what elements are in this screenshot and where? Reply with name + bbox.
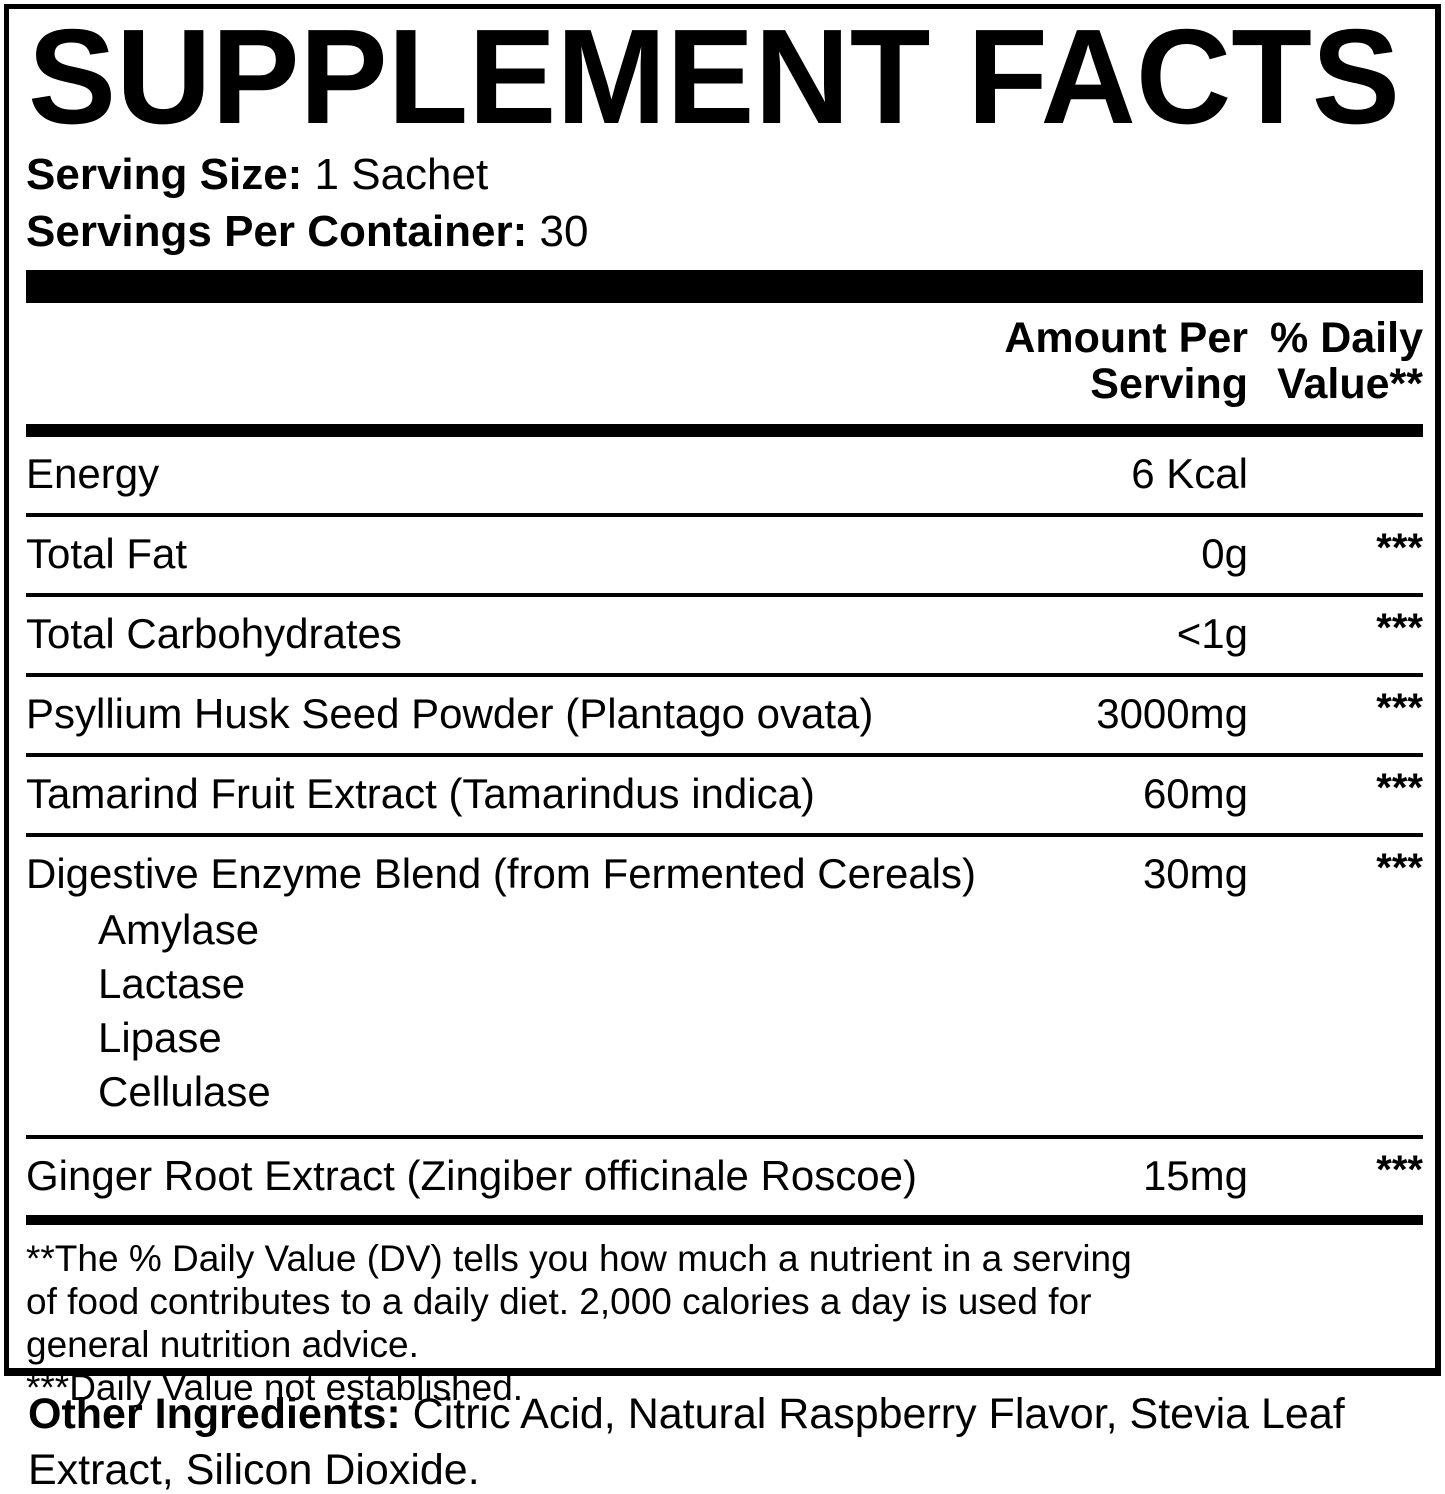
panel-title-svg: SUPPLEMENT FACTS bbox=[28, 1, 1400, 152]
daily-value: *** bbox=[1376, 526, 1423, 570]
amount-value: 3000mg bbox=[1096, 690, 1248, 737]
ingredient-row-tamarind: Tamarind Fruit Extract (Tamarindus indic… bbox=[26, 757, 1423, 837]
other-ingredients-line1-rest: Citric Acid, Natural Raspberry Flavor, S… bbox=[400, 1390, 1345, 1438]
serving-size-value: 1 Sachet bbox=[314, 150, 489, 199]
amount-value: 30mg bbox=[1142, 850, 1248, 897]
ingredient-row-total-carbohydrates: Total Carbohydrates <1g *** bbox=[26, 597, 1423, 677]
supplement-facts-panel: SUPPLEMENT FACTS Serving Size: 1 Sachet … bbox=[4, 1, 1441, 1408]
ingredient-row-total-fat: Total Fat 0g *** bbox=[26, 517, 1423, 597]
daily-value: *** bbox=[1376, 686, 1423, 730]
enzyme-sub-list: Amylase Lactase Lipase Cellulase bbox=[98, 903, 1423, 1119]
divider-bar-header bbox=[26, 424, 1423, 437]
servings-per-container-value: 30 bbox=[539, 207, 589, 256]
ingredient-name: Total Fat bbox=[26, 530, 188, 577]
ingredient-name: Total Carbohydrates bbox=[26, 610, 402, 657]
not-established-footnote: ***Daily Value not established. bbox=[26, 1367, 524, 1408]
daily-value: *** bbox=[1376, 606, 1423, 650]
ingredient-name: Energy bbox=[26, 450, 160, 497]
servings-per-container-label: Servings Per Container: bbox=[26, 207, 528, 256]
ingredient-name: Digestive Enzyme Blend (from Fermented C… bbox=[26, 850, 977, 897]
other-ingredients-line2: Extract, Silicon Dioxide. bbox=[28, 1446, 480, 1494]
sub-ingredient-lipase: Lipase bbox=[98, 1014, 222, 1061]
divider-bar-top bbox=[26, 270, 1423, 303]
sub-ingredient-lactase: Lactase bbox=[98, 960, 246, 1007]
amount-value: 6 Kcal bbox=[1131, 450, 1248, 497]
panel-title: SUPPLEMENT FACTS bbox=[28, 22, 1400, 144]
sub-ingredient-cellulase: Cellulase bbox=[98, 1068, 271, 1115]
ingredient-name: Ginger Root Extract (Zingiber officinale… bbox=[26, 1152, 917, 1199]
servings-per-container-line: Servings Per Container: 30 bbox=[26, 206, 1423, 258]
ingredient-row-digestive-enzyme-blend: Digestive Enzyme Blend (from Fermented C… bbox=[26, 837, 1423, 1139]
ingredient-name: Psyllium Husk Seed Powder (Plantago ovat… bbox=[26, 690, 874, 737]
serving-size-label: Serving Size: bbox=[26, 150, 303, 199]
amount-value: 0g bbox=[1201, 530, 1248, 577]
daily-value: *** bbox=[1376, 766, 1423, 810]
amount-value: <1g bbox=[1176, 610, 1248, 657]
ingredient-row-energy: Energy 6 Kcal bbox=[26, 437, 1423, 517]
amount-value: 60mg bbox=[1142, 770, 1248, 817]
serving-size-line: Serving Size: 1 Sachet bbox=[26, 149, 1423, 201]
ingredient-row-psyllium-husk: Psyllium Husk Seed Powder (Plantago ovat… bbox=[26, 677, 1423, 757]
ingredient-name: Tamarind Fruit Extract (Tamarindus indic… bbox=[26, 770, 815, 817]
daily-value-header: % Daily Value** bbox=[1270, 314, 1423, 408]
daily-value-footnote: **The % Daily Value (DV) tells you how m… bbox=[26, 1238, 1132, 1365]
daily-value: *** bbox=[1376, 1148, 1423, 1192]
sub-ingredient-amylase: Amylase bbox=[98, 906, 260, 953]
other-ingredients-label: Other Ingredients: bbox=[28, 1390, 401, 1438]
ingredient-row-ginger-root: Ginger Root Extract (Zingiber officinale… bbox=[26, 1139, 1423, 1225]
daily-value: *** bbox=[1376, 846, 1423, 890]
other-ingredients-line1: Other Ingredients: Citric Acid, Natural … bbox=[28, 1390, 1418, 1438]
footnotes: **The % Daily Value (DV) tells you how m… bbox=[26, 1237, 1423, 1409]
panel-title-wrap: SUPPLEMENT FACTS bbox=[26, 1, 1423, 152]
table-column-headers: Amount Per Serving % Daily Value** bbox=[26, 315, 1423, 409]
amount-per-serving-header: Amount Per Serving bbox=[1004, 314, 1248, 408]
amount-value: 15mg bbox=[1142, 1152, 1248, 1199]
other-ingredients-section: Other Ingredients: Citric Acid, Natural … bbox=[28, 1390, 1418, 1494]
